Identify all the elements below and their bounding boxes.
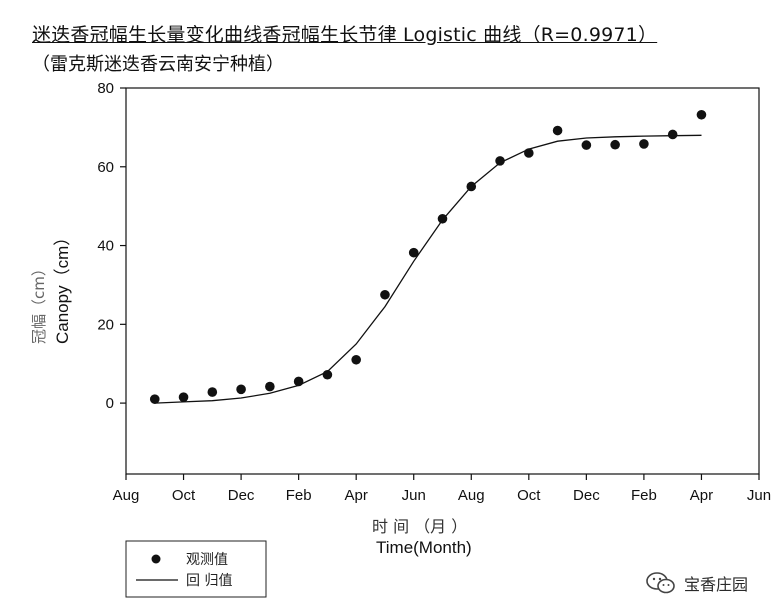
y-tick-label: 80: [97, 80, 114, 97]
chart-subtitle: （雷克斯迷迭香云南安宁种植）: [32, 54, 284, 75]
y-tick-label: 60: [97, 159, 114, 176]
observed-point: [149, 394, 160, 404]
observed-point: [581, 140, 592, 150]
y-tick-label: 0: [106, 395, 114, 412]
x-tick-label: Jun: [747, 487, 771, 504]
legend: 观测值 回 归值: [125, 540, 267, 598]
chart-title: 迷迭香冠幅生长量变化曲线香冠幅生长节律 Logistic 曲线（R=0.9971…: [32, 24, 658, 46]
x-tick-label: Oct: [172, 487, 196, 504]
observed-point: [524, 148, 534, 158]
observed-point: [207, 387, 218, 397]
watermark: 宝香庄园: [646, 568, 748, 598]
x-tick-label: Apr: [345, 487, 368, 504]
observed-point: [178, 392, 189, 402]
observed-point: [466, 181, 477, 192]
y-tick-label: 40: [97, 238, 114, 255]
x-tick-label: Dec: [573, 487, 600, 504]
observed-point: [495, 156, 505, 166]
observed-point: [639, 139, 649, 149]
x-tick-label: Jun: [402, 487, 426, 504]
x-tick-label: Aug: [458, 487, 485, 504]
observed-point: [293, 376, 304, 387]
observed-point: [610, 139, 620, 150]
y-axis-title-cn: 冠幅（cm）: [30, 261, 48, 344]
observed-points: [149, 109, 707, 404]
x-tick-label: Feb: [286, 487, 312, 504]
y-tick-label: 20: [97, 316, 114, 333]
x-axis-ticks: Aug Oct Dec Feb Apr Jun Aug Oct Dec Feb Apr Jun: [113, 474, 771, 504]
observed-point: [351, 354, 361, 365]
observed-point: [322, 369, 333, 380]
x-tick-label: Aug: [113, 487, 140, 504]
observed-point: [380, 289, 390, 300]
x-tick-label: Apr: [690, 487, 713, 504]
legend-label-regression: 回 归值: [186, 572, 232, 589]
legend-box: [125, 540, 267, 598]
observed-point: [552, 125, 563, 136]
y-axis-title-en: Canopy（cm）: [53, 229, 72, 344]
x-tick-label: Feb: [631, 487, 657, 504]
observed-point: [265, 381, 275, 392]
watermark-text: 宝香庄园: [684, 575, 749, 594]
observed-point: [236, 384, 246, 395]
x-axis-title-en: Time(Month): [376, 538, 472, 557]
regression-line: [154, 134, 702, 404]
legend-marker-points: [151, 554, 161, 564]
plot-frame: [125, 87, 760, 475]
observed-point: [437, 213, 448, 224]
wechat-icon: [646, 572, 675, 594]
x-tick-label: Oct: [517, 487, 541, 504]
x-tick-label: Dec: [228, 487, 255, 504]
legend-label-observed: 观测值: [186, 552, 228, 568]
observed-point: [696, 109, 707, 120]
observed-point: [667, 129, 678, 140]
chart-axes: [125, 87, 760, 475]
x-axis-title-cn: 时 间 （月 ）: [372, 517, 467, 536]
observed-point: [408, 247, 419, 258]
y-axis-ticks: 0 20 40 60 80: [97, 80, 126, 412]
